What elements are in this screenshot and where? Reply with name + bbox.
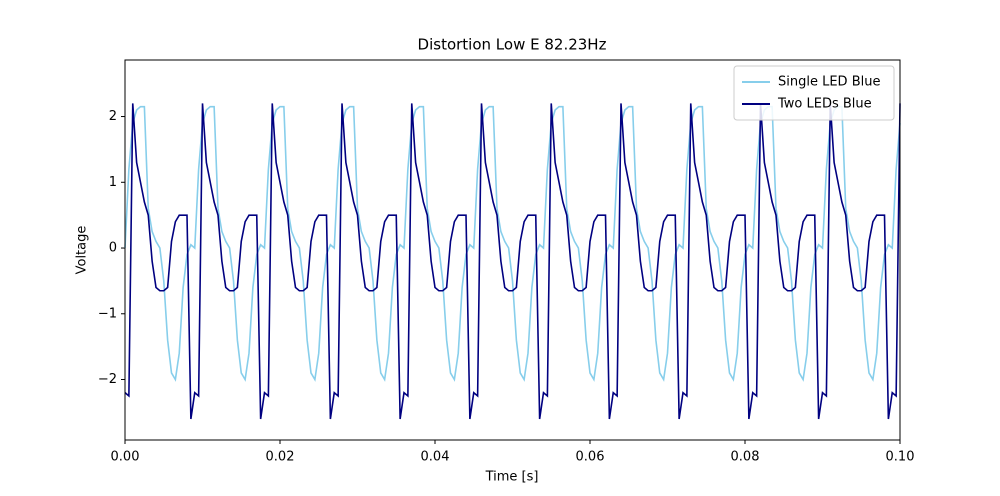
x-tick-label: 0.00 bbox=[111, 450, 140, 465]
x-tick-label: 0.04 bbox=[421, 450, 450, 465]
x-axis-label: Time [s] bbox=[485, 470, 539, 485]
y-tick-label: 1 bbox=[109, 175, 117, 190]
x-tick-label: 0.06 bbox=[576, 450, 605, 465]
y-tick-label: 2 bbox=[109, 109, 117, 124]
x-tick-label: 0.02 bbox=[266, 450, 295, 465]
legend: Single LED Blue Two LEDs Blue bbox=[733, 65, 895, 121]
y-tick-label: 0 bbox=[109, 241, 117, 256]
plot-frame bbox=[124, 59, 901, 441]
legend-label: Single LED Blue bbox=[778, 75, 880, 90]
chart-title: Distortion Low E 82.23Hz bbox=[418, 36, 607, 54]
y-tick-label: −2 bbox=[98, 372, 117, 387]
x-tick-label: 0.10 bbox=[886, 450, 915, 465]
legend-box bbox=[733, 65, 895, 121]
series-line bbox=[124, 103, 901, 420]
y-axis-label: Voltage bbox=[75, 226, 90, 275]
legend-label: Two LEDs Blue bbox=[777, 97, 872, 112]
y-tick-label: −1 bbox=[98, 306, 117, 321]
x-tick-label: 0.08 bbox=[731, 450, 760, 465]
